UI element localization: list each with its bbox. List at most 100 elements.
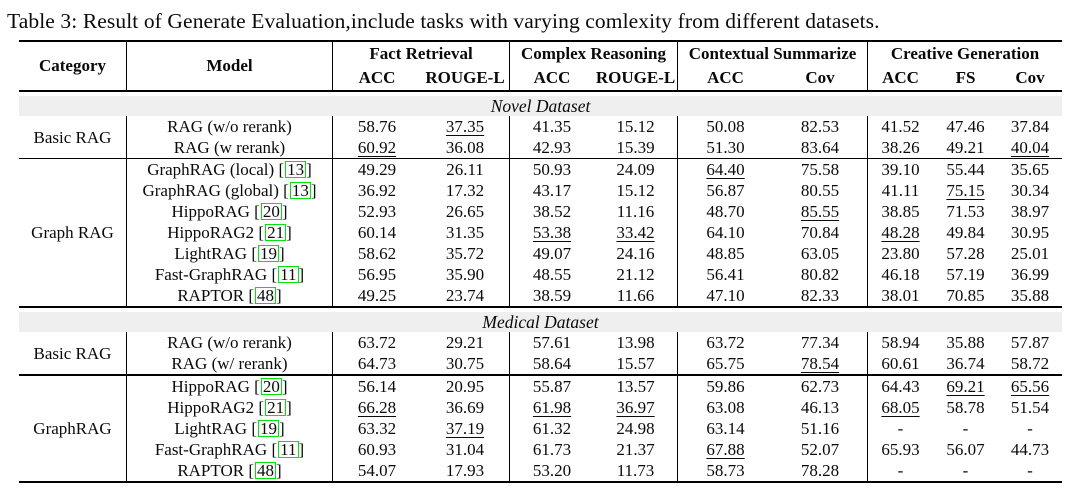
value-cell: 58.62 [333,243,421,264]
metric-value: 36.99 [1010,265,1050,284]
value-cell: 49.29 [333,159,421,180]
value-cell: 41.11 [868,180,933,201]
category-cell: Basic RAG [19,116,127,159]
metric-value: 31.35 [445,223,485,242]
model-cell: HippoRAG2 [21] [127,397,333,418]
metric-value: 63.05 [800,244,840,263]
value-cell: 51.54 [998,397,1062,418]
value-cell: 75.58 [773,159,869,180]
metric-value: 29.21 [445,333,485,352]
citation-link[interactable]: 13 [289,181,311,200]
metric-value: 65.75 [706,354,745,373]
value-cell: 66.28 [333,397,421,418]
category-cell: Basic RAG [19,332,127,376]
metric-value: 56.14 [357,377,397,396]
citation-link[interactable]: 19 [257,419,279,438]
table-row: Graph RAG GraphRAG (local) [13] 49.29 26.11… [19,159,1062,308]
value-cell: 52.93 [333,201,421,222]
value-cell: 67.88 [678,439,773,460]
col-header-cs-cov: Cov [773,66,869,92]
metric-value: 47.10 [706,286,745,305]
metric-value: 58.78 [946,398,985,417]
metric-value: 71.53 [946,202,985,221]
model-cell: RAG (w/o rerank) [127,116,333,137]
col-header-cr-acc: ACC [510,66,594,92]
model-cell: LightRAG [19] [127,243,333,264]
metric-value: 56.87 [706,181,745,200]
value-cell: 46.18 [868,264,933,285]
value-cell: 50.93 [510,159,594,180]
value-cell: 26.11 [421,159,510,180]
value-cell: 23.80 [868,243,933,264]
metric-value: 70.85 [946,286,985,305]
value-cell: 75.15 [933,180,998,201]
group-header-fact-retrieval: Fact Retrieval [333,42,510,66]
citation-link[interactable]: 13 [285,160,307,179]
value-cell: 48.70 [678,201,773,222]
value-cell: 82.53 [773,116,869,137]
value-cell: 59.86 [678,376,773,397]
metric-value: 58.72 [1010,354,1050,373]
value-cell: 15.12 [594,116,679,137]
metric-value: 38.52 [532,202,572,221]
value-cell: - [868,460,933,481]
metric-value: 57.87 [1010,333,1050,352]
value-cell: 62.73 [773,376,869,397]
model-cell: Fast-GraphRAG [11] [127,264,333,285]
value-cell: 63.05 [773,243,869,264]
value-cell: 60.14 [333,222,421,243]
metric-value: 53.20 [532,461,572,480]
value-cell: 71.53 [933,201,998,222]
citation-link[interactable]: 11 [278,265,299,284]
value-cell: 80.55 [773,180,869,201]
table-row: RAPTOR [48] 49.25 23.74 38.59 11.66 47.10 82.3… [19,285,1063,308]
metric-value: 24.98 [616,419,655,438]
metric-value: 17.32 [445,181,485,200]
metric-value: 38.59 [532,286,572,305]
metric-value: 68.05 [881,398,920,417]
value-cell: 35.88 [998,285,1063,308]
metric-value: 15.12 [616,117,655,136]
metric-value: 62.73 [800,377,840,396]
table-row: LightRAG [19] 58.62 35.72 49.07 24.16 48.85 63… [19,243,1062,264]
value-cell: 30.34 [998,180,1062,201]
category-group: Graph RAG GraphRAG (local) [13] 49.29 26.11… [19,159,1063,308]
citation-link[interactable]: 19 [257,244,279,263]
dataset-banner-label: Medical Dataset [19,312,1063,332]
value-cell: 36.74 [933,353,999,376]
metric-value: - [1027,419,1033,438]
value-cell: 30.95 [998,222,1062,243]
metric-value: 17.93 [445,461,485,480]
model-cell: GraphRAG (global) [13] [127,180,333,201]
category-group: Basic RAG RAG (w/o rerank) 63.72 29.21 57.61… [19,332,1063,376]
value-cell: 63.32 [333,418,421,439]
value-cell: 63.72 [333,332,421,353]
col-header-fr-acc: ACC [333,66,421,92]
citation-link[interactable]: 21 [265,223,287,242]
metric-value: 38.97 [1010,202,1050,221]
value-cell: 58.94 [868,332,933,353]
metric-value: 48.28 [881,223,920,242]
value-cell: - [933,460,998,481]
value-cell: 36.97 [594,397,679,418]
table-row: HippoRAG [20] 52.93 26.65 38.52 11.16 48.70 85… [19,201,1062,222]
value-cell: 61.98 [510,397,594,418]
metric-value: 63.72 [706,333,745,352]
table-row: RAG (w/ rerank) 64.73 30.75 58.64 15.57 65.75… [19,353,1063,376]
citation-link[interactable]: 48 [255,461,276,480]
metric-value: 75.15 [946,181,985,200]
value-cell: 37.19 [421,418,510,439]
metric-value: 69.21 [946,377,985,396]
citation-link[interactable]: 21 [265,398,287,417]
citation-link[interactable]: 11 [278,440,299,459]
value-cell: 38.85 [868,201,933,222]
model-cell: GraphRAG (local) [13] [127,159,333,180]
model-cell: Fast-GraphRAG [11] [127,439,333,460]
citation-link[interactable]: 20 [260,377,282,396]
value-cell: 41.52 [868,116,933,137]
citation-link[interactable]: 48 [255,286,276,305]
citation-link[interactable]: 20 [260,202,282,221]
value-cell: 51.16 [773,418,869,439]
table-row: HippoRAG2 [21] 60.14 31.35 53.38 33.42 64.10 7… [19,222,1062,243]
value-cell: 58.76 [333,116,421,137]
